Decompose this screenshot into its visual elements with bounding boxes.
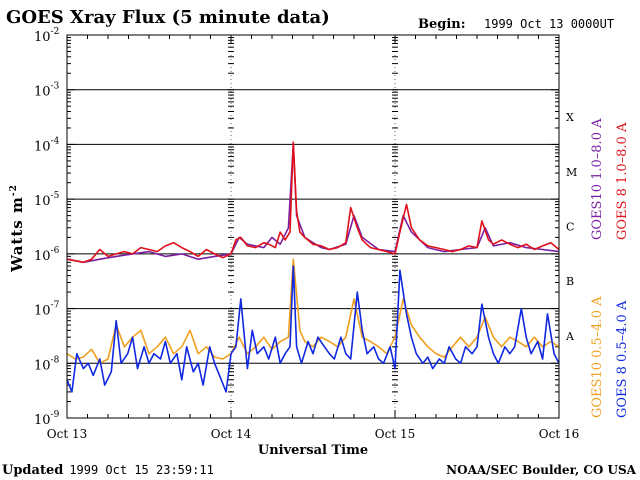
legend-goes8-short-label: GOES 8 0.5–4.0 A [615, 300, 630, 418]
y-tick-label-base: 10 [34, 304, 51, 319]
y-tick-label: 10-9 [34, 410, 60, 428]
x-axis-label: Universal Time [258, 443, 368, 458]
y-tick-labels: 10-210-310-410-510-610-710-810-9 [34, 27, 60, 428]
plot-frame [66, 34, 560, 419]
y-tick-label-base: 10 [34, 139, 51, 154]
series-line [67, 265, 559, 393]
x-tick-label: Oct 16 [539, 427, 579, 441]
y-tick-label-exponent: -6 [51, 246, 60, 256]
flare-class-label: M [566, 166, 577, 179]
series-line [67, 141, 559, 264]
legend-goes8-long: GOES 8 1.0–8.0 A [615, 122, 630, 240]
footer-updated-label: Updated [2, 463, 63, 478]
legend-goes8-long-label: GOES 8 1.0–8.0 A [615, 122, 630, 240]
legend-goes10-long-label: GOES10 1.0–8.0 A [590, 118, 605, 240]
x-tick-labels: Oct 13 Oct 14 Oct 15 Oct 16 [47, 427, 579, 441]
footer-updated-value: 1999 Oct 15 23:59:11 [69, 463, 214, 477]
begin-value: 1999 Oct 13 0000UT [484, 17, 614, 31]
flare-class-label: B [566, 275, 574, 288]
svg-text:Watts m-2: Watts m-2 [8, 184, 26, 273]
y-tick-label-base: 10 [34, 85, 51, 100]
legend-goes10-short: GOES10 0.5–4.0 A [590, 296, 605, 418]
y-tick-label-base: 10 [34, 249, 51, 264]
legend-goes10-short-label: GOES10 0.5–4.0 A [590, 296, 605, 418]
y-tick-label-base: 10 [34, 30, 51, 45]
y-tick-label: 10-6 [34, 246, 60, 264]
y-axis-label-exponent: -2 [9, 184, 19, 196]
y-tick-label-base: 10 [34, 194, 51, 209]
y-tick-label-exponent: -7 [51, 301, 60, 311]
x-tick-label: Oct 13 [47, 427, 87, 441]
y-tick-label-base: 10 [34, 413, 51, 428]
y-tick-label-base: 10 [34, 358, 51, 373]
x-tick-label: Oct 15 [375, 427, 415, 441]
y-tick-label-exponent: -2 [51, 27, 60, 37]
axis-ticks [66, 35, 560, 419]
flare-class-label: C [566, 221, 574, 234]
y-axis-label: Watts m-2 [8, 184, 26, 273]
data-traces [67, 141, 559, 393]
y-tick-label: 10-8 [34, 355, 60, 373]
y-tick-label-exponent: -9 [51, 410, 60, 420]
flare-class-label: A [565, 330, 575, 343]
legend-goes10-long: GOES10 1.0–8.0 A [590, 118, 605, 240]
footer-credit: NOAA/SEC Boulder, CO USA [446, 463, 637, 477]
y-tick-label: 10-2 [34, 27, 59, 45]
footer-updated: Updated 1999 Oct 15 23:59:11 [2, 463, 214, 478]
y-tick-label-exponent: -5 [51, 191, 60, 201]
y-tick-label: 10-5 [34, 191, 60, 209]
y-tick-label-exponent: -3 [51, 82, 60, 92]
begin-label: Begin: [418, 17, 466, 32]
y-tick-label: 10-4 [34, 136, 60, 154]
legend-goes8-short: GOES 8 0.5–4.0 A [615, 300, 630, 418]
x-tick-label: Oct 14 [211, 427, 252, 441]
y-axis-label-main: Watts m [8, 196, 26, 273]
y-tick-label-exponent: -8 [51, 355, 60, 365]
y-tick-label: 10-7 [34, 301, 60, 319]
chart-title: GOES Xray Flux (5 minute data) [6, 7, 330, 28]
flare-class-label: X [566, 111, 574, 124]
flare-class-labels: X M C B A [565, 111, 577, 343]
y-tick-label: 10-3 [34, 82, 60, 100]
y-tick-label-exponent: -4 [51, 136, 60, 146]
